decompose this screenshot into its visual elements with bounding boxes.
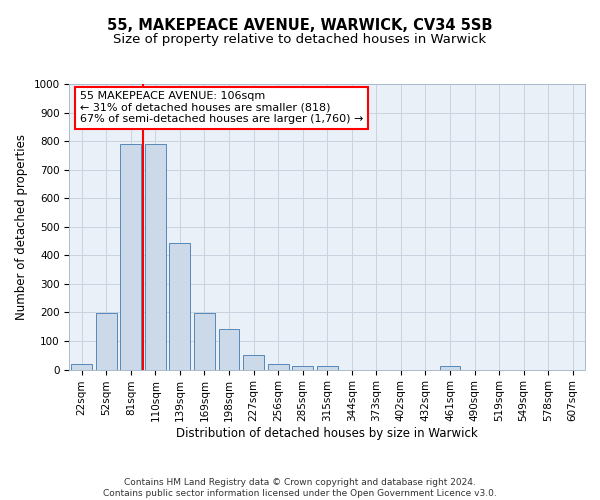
Bar bbox=[292, 366, 313, 370]
Text: 55, MAKEPEACE AVENUE, WARWICK, CV34 5SB: 55, MAKEPEACE AVENUE, WARWICK, CV34 5SB bbox=[107, 18, 493, 32]
Bar bbox=[96, 314, 116, 370]
Bar bbox=[243, 356, 264, 370]
Text: 55 MAKEPEACE AVENUE: 106sqm
← 31% of detached houses are smaller (818)
67% of se: 55 MAKEPEACE AVENUE: 106sqm ← 31% of det… bbox=[80, 91, 363, 124]
Text: Size of property relative to detached houses in Warwick: Size of property relative to detached ho… bbox=[113, 32, 487, 46]
Bar bbox=[440, 366, 460, 370]
Bar bbox=[218, 329, 239, 370]
Bar bbox=[121, 144, 141, 370]
Y-axis label: Number of detached properties: Number of detached properties bbox=[15, 134, 28, 320]
Text: Contains HM Land Registry data © Crown copyright and database right 2024.
Contai: Contains HM Land Registry data © Crown c… bbox=[103, 478, 497, 498]
Bar bbox=[169, 244, 190, 370]
Bar bbox=[268, 364, 289, 370]
Bar bbox=[194, 314, 215, 370]
Bar bbox=[145, 144, 166, 370]
Bar bbox=[317, 366, 338, 370]
Bar bbox=[71, 364, 92, 370]
X-axis label: Distribution of detached houses by size in Warwick: Distribution of detached houses by size … bbox=[176, 427, 478, 440]
